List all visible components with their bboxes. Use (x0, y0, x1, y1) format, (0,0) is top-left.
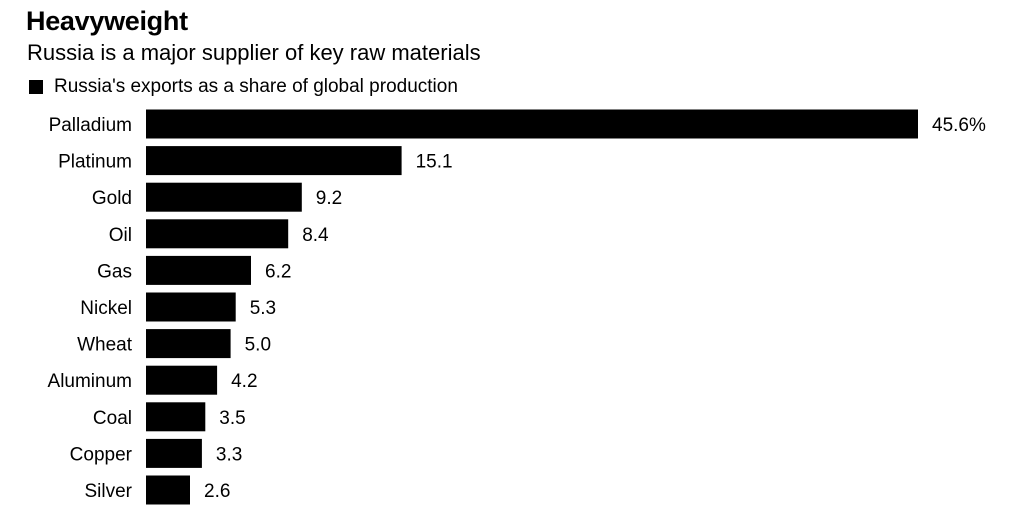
category-label-copper: Copper (70, 444, 133, 465)
category-label-wheat: Wheat (77, 335, 133, 356)
bar-wheat (146, 329, 231, 359)
value-label-oil: 8.4 (302, 225, 329, 246)
bar-coal (146, 402, 206, 432)
legend-swatch (29, 80, 43, 94)
value-label-nickel: 5.3 (250, 298, 276, 319)
category-label-gold: Gold (92, 188, 132, 209)
value-label-gas: 6.2 (265, 261, 291, 282)
chart-title: Heavyweight (26, 6, 188, 36)
bar-copper (146, 438, 202, 468)
value-label-coal: 3.5 (219, 408, 245, 429)
bar-nickel (146, 292, 236, 322)
category-label-oil: Oil (109, 225, 132, 246)
bar-platinum (146, 146, 402, 176)
value-label-wheat: 5.0 (245, 335, 271, 356)
value-label-aluminum: 4.2 (231, 371, 257, 392)
category-label-gas: Gas (97, 261, 132, 282)
value-label-palladium: 45.6% (932, 115, 986, 136)
category-label-aluminum: Aluminum (48, 371, 132, 392)
legend-label: Russia's exports as a share of global pr… (54, 76, 458, 97)
bar-gas (146, 255, 251, 285)
category-label-silver: Silver (84, 481, 132, 502)
category-label-palladium: Palladium (49, 115, 132, 136)
category-label-coal: Coal (93, 408, 132, 429)
bar-oil (146, 219, 289, 249)
value-label-platinum: 15.1 (416, 152, 453, 173)
legend: Russia's exports as a share of global pr… (27, 74, 458, 100)
category-label-nickel: Nickel (80, 298, 132, 319)
bar-aluminum (146, 365, 218, 395)
value-label-gold: 9.2 (316, 188, 342, 209)
category-label-platinum: Platinum (58, 152, 132, 173)
bar-silver (146, 475, 190, 505)
value-label-copper: 3.3 (216, 444, 242, 465)
bar-palladium (146, 109, 918, 139)
value-label-silver: 2.6 (204, 481, 230, 502)
bar-gold (146, 182, 302, 212)
chart-subtitle: Russia is a major supplier of key raw ma… (27, 40, 481, 65)
